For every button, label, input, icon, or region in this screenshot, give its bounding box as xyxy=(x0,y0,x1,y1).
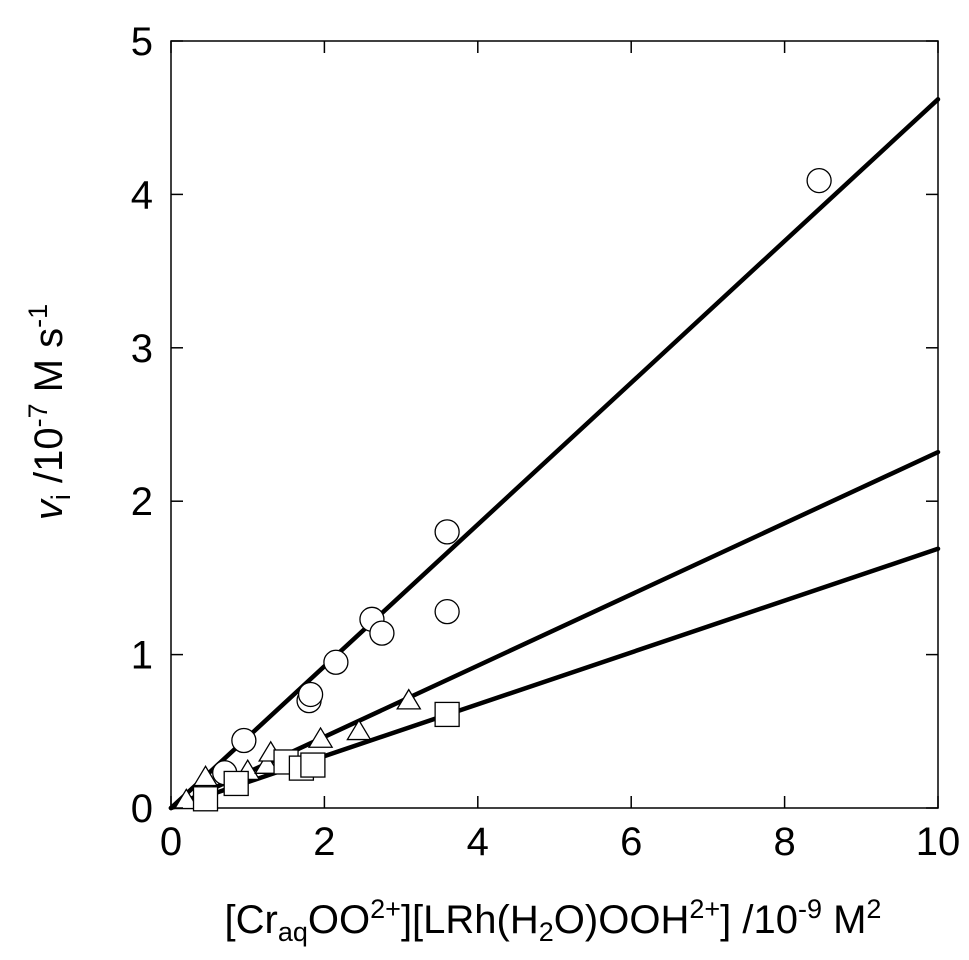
triangle-marker xyxy=(396,688,422,710)
y-axis-label: vi /10-7 M s-1 xyxy=(23,304,76,520)
fit-line-triangle xyxy=(168,449,941,811)
y-tick-label: 3 xyxy=(131,327,153,371)
circle-marker xyxy=(434,519,460,545)
triangle-marker xyxy=(346,719,372,741)
x-tick-label: 8 xyxy=(773,820,795,864)
circle-marker xyxy=(434,598,460,625)
y-tick-label: 5 xyxy=(131,20,153,64)
triangle-marker xyxy=(254,752,280,774)
x-tick-label: 6 xyxy=(620,820,642,864)
tick-labels: 0 2 4 6 8 10 0 1 2 3 4 5 xyxy=(131,20,961,864)
triangle-marker xyxy=(307,726,334,748)
square-marker xyxy=(223,770,249,797)
circle-marker xyxy=(297,681,324,708)
x-tick-label: 0 xyxy=(160,820,182,864)
triangle-marker xyxy=(192,765,219,787)
square-marker xyxy=(300,752,326,778)
axis-ticks xyxy=(170,40,939,809)
y-tick-label: 0 xyxy=(131,787,153,831)
circle-marker xyxy=(369,620,395,646)
circle-marker xyxy=(323,649,349,675)
y-tick-label: 1 xyxy=(131,634,153,678)
square-marker xyxy=(434,701,460,728)
circle-marker xyxy=(231,727,257,754)
fit-lines xyxy=(168,97,941,811)
x-axis-label: [CraqOO2+][LRh(H2O)OOH2+] /10-9 M2 xyxy=(225,894,882,947)
y-tick-label: 4 xyxy=(131,173,153,217)
square-marker xyxy=(192,786,219,812)
x-tick-label: 4 xyxy=(467,820,489,864)
y-tick-label: 2 xyxy=(131,480,153,524)
circle-marker xyxy=(806,167,832,194)
x-tick-label: 2 xyxy=(313,820,335,864)
x-tick-label: 10 xyxy=(916,820,961,864)
data-markers xyxy=(173,167,832,812)
triangle-marker xyxy=(173,788,200,810)
fit-line-circle xyxy=(168,97,941,811)
plot-frame xyxy=(170,40,939,809)
